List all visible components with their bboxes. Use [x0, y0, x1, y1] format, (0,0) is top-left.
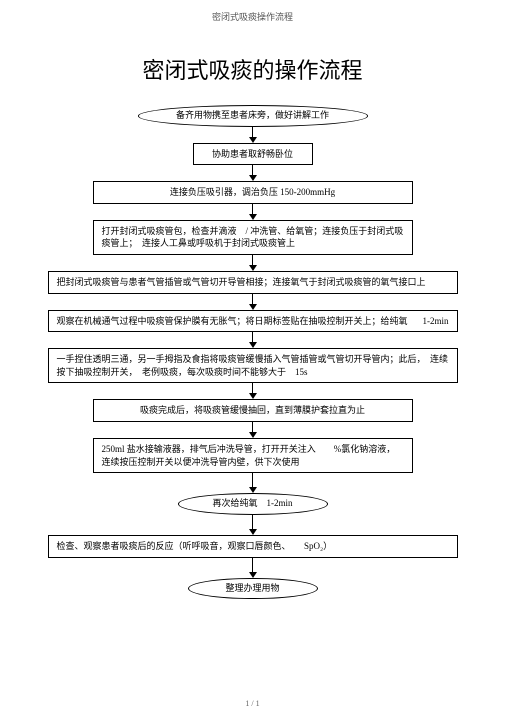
arrow-icon [249, 473, 257, 493]
arrow-icon [249, 127, 257, 143]
flow-step: 吸痰完成后，将吸痰管缓慢抽回，直到薄膜护套拉直为止 [93, 399, 413, 422]
flow-step: 再次给纯氧 1-2min [178, 493, 328, 515]
arrow-icon [249, 165, 257, 181]
flow-step: 连接负压吸引器，调治负压 150-200mmHg [93, 181, 413, 204]
flow-step: 检查、观察患者吸痰后的反应（听呼吸音，观察口唇颜色、 SpO₂） [48, 535, 458, 558]
flow-text: 观察在机械通气过程中吸痰管保护膜有无胀气；将日期标签贴在抽吸控制开关上；给纯氧 [57, 315, 413, 328]
arrow-icon [249, 558, 257, 578]
arrow-icon [249, 294, 257, 310]
arrow-icon [249, 332, 257, 348]
flow-step: 一手捏住透明三通，另一手拇指及食指将吸痰管缓慢插入气管插管或气管切开导管内；此后… [48, 348, 458, 383]
flow-step: 观察在机械通气过程中吸痰管保护膜有无胀气；将日期标签贴在抽吸控制开关上；给纯氧 … [48, 310, 458, 333]
flow-end: 整理办理用物 [188, 578, 318, 600]
flow-start: 备齐用物携至患者床旁，做好讲解工作 [138, 105, 368, 127]
flow-step: 250ml 盐水接输液器，排气后冲洗导管，打开开关注入 %氯化钠溶液，连续按压控… [93, 438, 413, 473]
arrow-icon [249, 422, 257, 438]
flow-step: 协助患者取舒畅卧位 [193, 143, 313, 166]
arrow-icon [249, 383, 257, 399]
page-header: 密闭式吸痰操作流程 [30, 10, 475, 23]
flow-text: 1-2min [423, 315, 449, 328]
arrow-icon [249, 255, 257, 271]
flow-step: 把封闭式吸痰管与患者气管插管或气管切开导管相接；连接氧气于封闭式吸痰管的氧气接口… [48, 271, 458, 294]
page-footer: 1 / 1 [0, 699, 505, 708]
flowchart: 备齐用物携至患者床旁，做好讲解工作 协助患者取舒畅卧位 连接负压吸引器，调治负压… [30, 105, 475, 599]
arrow-icon [249, 515, 257, 535]
flow-step: 打开封闭式吸痰管包，检查并滴液 / 冲洗管、给氧管；连接负压于封闭式吸痰管上； … [93, 220, 413, 255]
arrow-icon [249, 204, 257, 220]
page-title: 密闭式吸痰的操作流程 [30, 53, 475, 85]
document-page: 密闭式吸痰操作流程 密闭式吸痰的操作流程 备齐用物携至患者床旁，做好讲解工作 协… [0, 0, 505, 714]
